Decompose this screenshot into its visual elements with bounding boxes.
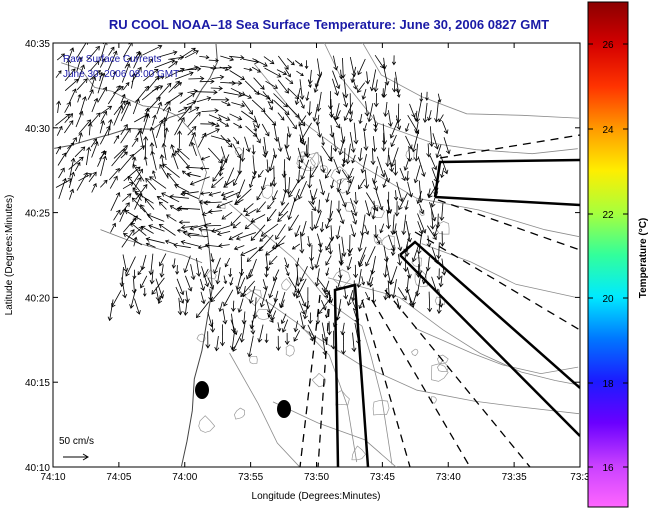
x-tick-label: 73:50 — [304, 472, 329, 483]
chart-title: RU COOL NOAA–18 Sea Surface Temperature:… — [109, 17, 549, 32]
y-tick-label: 40:35 — [25, 39, 50, 50]
x-axis-ticks: 74:10 74:05 74:00 73:55 73:50 73:45 73:40 73:35… — [40, 43, 590, 483]
x-tick-label: 73:35 — [502, 472, 527, 483]
colorbar-tick-label: 22 — [602, 210, 614, 221]
annotation-currents: Raw Surface Currents — [63, 54, 161, 65]
x-tick-label: 73:45 — [370, 472, 395, 483]
y-tick-label: 40:10 — [25, 463, 50, 474]
scale-arrow: 50 cm/s — [59, 436, 94, 461]
map-plot-area — [52, 42, 581, 468]
x-axis-label: Longitude (Degrees:Minutes) — [252, 491, 381, 502]
x-tick-label: 73:40 — [436, 472, 461, 483]
y-tick-label: 40:25 — [25, 209, 50, 220]
x-tick-label: 74:00 — [172, 472, 197, 483]
y-tick-label: 40:15 — [25, 378, 50, 389]
shipping-lanes — [299, 134, 580, 467]
y-axis-label: Latitude (Degrees:Minutes) — [4, 195, 15, 316]
colorbar-tick-label: 18 — [602, 379, 614, 390]
colorbar-tick-label: 20 — [602, 294, 614, 305]
colorbar-fill — [587, 1, 629, 508]
colorbar-ticks: 26 24 22 20 18 16 — [588, 40, 628, 474]
x-tick-label: 73:3 — [570, 472, 590, 483]
station-dot — [277, 400, 291, 418]
bathymetry-contours — [196, 43, 580, 467]
colorbar-tick-label: 16 — [602, 463, 614, 474]
station-dot — [195, 381, 209, 399]
colorbar-label: Temperature (°C) — [638, 218, 649, 299]
map-frame — [52, 42, 581, 468]
current-vectors — [55, 43, 451, 358]
colorbar-tick-label: 24 — [602, 125, 614, 136]
colorbar-tick-label: 26 — [602, 40, 614, 51]
y-axis-ticks: 40:35 40:30 40:25 40:20 40:15 40:10 — [25, 39, 580, 474]
x-tick-label: 74:05 — [106, 472, 131, 483]
scale-label: 50 cm/s — [59, 436, 94, 447]
x-tick-label: 74:10 — [40, 472, 65, 483]
x-tick-label: 73:55 — [238, 472, 263, 483]
y-tick-label: 40:20 — [25, 293, 50, 304]
colorbar: 26 24 22 20 18 16 Temperature (°C) — [587, 1, 649, 508]
station-markers — [195, 381, 291, 418]
annotation-date: June 30, 2006 08:00 GMT — [63, 69, 179, 80]
y-tick-label: 40:30 — [25, 124, 50, 135]
